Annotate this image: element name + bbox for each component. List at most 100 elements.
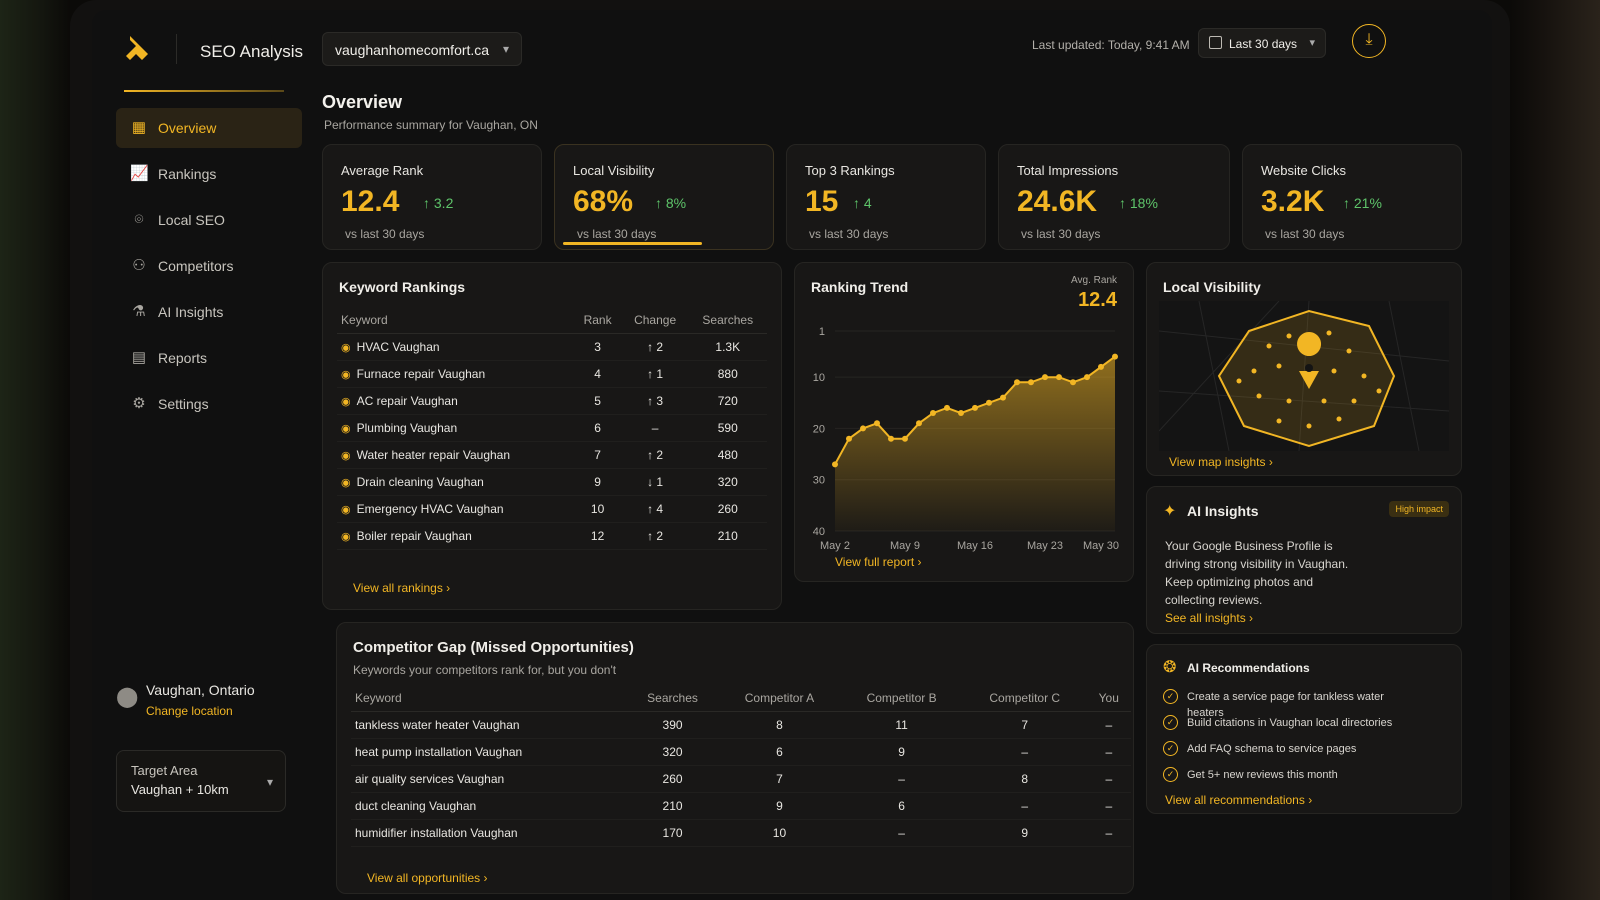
table-row[interactable]: ◉ Emergency HVAC Vaughan 10 ↑ 4 260: [337, 495, 767, 523]
sidebar-item-label: AI Insights: [158, 304, 224, 320]
searches-cell: 210: [688, 522, 767, 550]
list-item[interactable]: ✓ Get 5+ new reviews this month: [1163, 767, 1413, 793]
view-all-opportunities-link[interactable]: View all opportunities ›: [367, 871, 488, 885]
competitor-gap-table: Keyword Searches Competitor A Competitor…: [351, 687, 1131, 847]
searches-cell: 590: [688, 414, 767, 442]
download-button[interactable]: ⤓: [1352, 24, 1386, 58]
data-point: [1112, 353, 1118, 360]
column-header[interactable]: Competitor C: [962, 687, 1087, 712]
x-tick-label: May 30: [1083, 540, 1119, 552]
table-row[interactable]: ◉ Water heater repair Vaughan 7 ↑ 2 480: [337, 441, 767, 469]
list-item[interactable]: ✓ Create a service page for tankless wate…: [1163, 689, 1413, 719]
table-row[interactable]: humidifier installation Vaughan 170 10 –…: [351, 819, 1131, 847]
data-point: [972, 404, 978, 411]
ai-recommendations-card: ❂ AI Recommendations ✓ Create a service p…: [1146, 644, 1462, 814]
link-label: View all recommendations: [1165, 793, 1305, 807]
location-pin-icon: ◉: [341, 504, 351, 516]
table-row[interactable]: tankless water heater Vaughan 390 8 11 7…: [351, 711, 1131, 739]
table-row[interactable]: ◉ AC repair Vaughan 5 ↑ 3 720: [337, 387, 767, 415]
sparkle-icon: ✦: [1163, 503, 1177, 520]
data-point: [1098, 363, 1104, 370]
chevron-down-icon: ▾: [266, 775, 273, 789]
background-plant-area: [0, 0, 70, 900]
sidebar-item-settings[interactable]: ⚙ Settings: [116, 384, 302, 424]
sidebar-item-competitors[interactable]: ⚇ Competitors: [116, 246, 302, 286]
competitor-b-cell: –: [840, 765, 963, 793]
app-logo-icon[interactable]: [122, 32, 156, 66]
table-row[interactable]: heat pump installation Vaughan 320 6 9 –…: [351, 738, 1131, 766]
column-header[interactable]: Competitor B: [840, 687, 963, 712]
view-all-recommendations-link[interactable]: View all recommendations ›: [1165, 793, 1313, 807]
view-all-rankings-link[interactable]: View all rankings ›: [353, 581, 451, 595]
rank-cell: 12: [573, 522, 622, 550]
sidebar-item-label: Reports: [158, 350, 208, 366]
sidebar-item-ai-insights[interactable]: ⚗ AI Insights: [116, 292, 302, 332]
domain-select[interactable]: vaughanhomecomfort.ca ▾: [322, 32, 522, 66]
table-row[interactable]: ◉ Furnace repair Vaughan 4 ↑ 1 880: [337, 360, 767, 388]
column-header[interactable]: Keyword: [351, 687, 627, 712]
table-row[interactable]: duct cleaning Vaughan 210 9 6 – –: [351, 792, 1131, 820]
keyword-cell: Furnace repair Vaughan: [356, 367, 486, 381]
column-header[interactable]: Keyword: [337, 309, 574, 334]
column-header[interactable]: Change: [621, 309, 689, 334]
kpi-label: Local Visibility: [573, 163, 655, 178]
table-row[interactable]: ◉ HVAC Vaughan 3 ↑ 2 1.3K: [337, 333, 767, 361]
kpi-label: Average Rank: [341, 163, 424, 178]
data-point: [916, 420, 922, 427]
kpi-card-website-clicks[interactable]: Website Clicks 3.2K ↑ 21% vs last 30 day…: [1242, 144, 1462, 250]
you-cell: –: [1086, 792, 1131, 820]
sidebar-item-local-seo[interactable]: ⌾ Local SEO: [116, 200, 302, 240]
table-row[interactable]: air quality services Vaughan 260 7 – 8 –: [351, 765, 1131, 793]
data-point: [1056, 374, 1062, 381]
page-subtitle: Performance summary for Vaughan, ON: [324, 118, 538, 132]
users-icon: ⚇: [132, 257, 146, 274]
column-header[interactable]: Rank: [573, 309, 622, 334]
kpi-card-total-impressions[interactable]: Total Impressions 24.6K ↑ 18% vs last 30…: [998, 144, 1230, 250]
table-row[interactable]: ◉ Drain cleaning Vaughan 9 ↓ 1 320: [337, 468, 767, 496]
change-cell: ↑ 2: [621, 333, 689, 361]
table-row[interactable]: ◉ Plumbing Vaughan 6 – 590: [337, 414, 767, 442]
card-title: Competitor Gap (Missed Opportunities): [353, 639, 634, 656]
column-header[interactable]: Competitor A: [718, 687, 841, 712]
column-header[interactable]: Searches: [626, 687, 719, 712]
change-cell: ↑ 2: [621, 441, 689, 469]
recommendation-text: Add FAQ schema to service pages: [1187, 743, 1357, 755]
column-header[interactable]: You: [1086, 687, 1131, 712]
kpi-card-local-visibility[interactable]: Local Visibility 68% ↑ 8% vs last 30 day…: [554, 144, 774, 250]
sidebar-item-label: Rankings: [158, 166, 217, 182]
recommendation-text: Create a service page for tankless water…: [1187, 691, 1384, 719]
sidebar-item-rankings[interactable]: 📈 Rankings: [116, 154, 302, 194]
keyword-cell: heat pump installation Vaughan: [351, 738, 627, 766]
kpi-label: Website Clicks: [1261, 163, 1347, 178]
location-pin-icon: ◉: [341, 369, 351, 381]
sidebar-item-overview[interactable]: ▦ Overview: [116, 108, 302, 148]
x-tick-label: May 9: [890, 540, 920, 552]
rank-cell: 9: [573, 468, 622, 496]
kpi-card-top3-rankings[interactable]: Top 3 Rankings 15 ↑ 4 vs last 30 days: [786, 144, 986, 250]
target-area-label: Target Area: [131, 763, 198, 778]
column-header[interactable]: Searches: [688, 309, 767, 334]
kpi-card-average-rank[interactable]: Average Rank 12.4 ↑ 3.2 vs last 30 days: [322, 144, 542, 250]
change-location-link[interactable]: Change location: [146, 704, 233, 718]
change-cell: ↑ 4: [621, 495, 689, 523]
y-tick-label: 20: [813, 423, 825, 435]
sidebar-item-reports[interactable]: ▤ Reports: [116, 338, 302, 378]
map-pin-icon: [1297, 332, 1322, 356]
visibility-map[interactable]: [1159, 301, 1449, 451]
local-visibility-card: Local Visibility View: [1146, 262, 1462, 476]
list-item[interactable]: ✓ Add FAQ schema to service pages: [1163, 741, 1413, 767]
keyword-cell: air quality services Vaughan: [351, 765, 627, 793]
data-point: [986, 399, 992, 406]
target-area-select[interactable]: Target Area Vaughan + 10km ▾: [116, 750, 286, 812]
keyword-cell: tankless water heater Vaughan: [351, 711, 627, 739]
see-all-insights-link[interactable]: See all insights ›: [1165, 611, 1254, 625]
view-full-report-link[interactable]: View full report ›: [835, 555, 922, 569]
list-item[interactable]: ✓ Build citations in Vaughan local direct…: [1163, 715, 1413, 741]
ranking-trend-chart[interactable]: 1 10 20 30 40 May 2 May 9 May 16 May 23 May 30: [795, 311, 1135, 561]
card-title: AI Recommendations: [1187, 661, 1310, 675]
table-row[interactable]: ◉ Boiler repair Vaughan 12 ↑ 2 210: [337, 522, 767, 550]
download-icon: ⤓: [1365, 31, 1373, 48]
view-map-insights-link[interactable]: View map insights ›: [1169, 455, 1273, 469]
recommendation-text: Get 5+ new reviews this month: [1187, 769, 1338, 781]
date-range-select[interactable]: Last 30 days ▾: [1198, 28, 1326, 58]
